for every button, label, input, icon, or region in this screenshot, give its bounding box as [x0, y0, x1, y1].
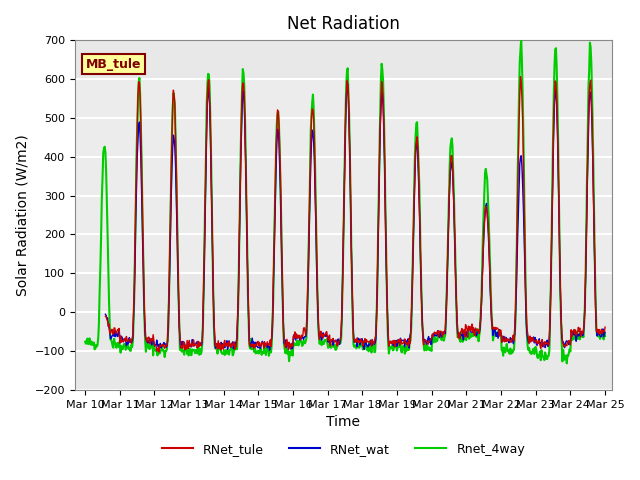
- RNet_wat: [601, 329, 609, 335]
- Text: MB_tule: MB_tule: [86, 58, 141, 71]
- RNet_tule: [408, 292, 416, 298]
- RNet_tule: [601, 324, 609, 330]
- Rnet_4way: [91, 347, 99, 352]
- Rnet_4way: [408, 292, 416, 298]
- Y-axis label: Solar Radiation (W/m2): Solar Radiation (W/m2): [15, 134, 29, 296]
- Rnet_4way: [81, 339, 89, 345]
- Rnet_4way: [424, 343, 431, 348]
- Rnet_4way: [601, 333, 609, 339]
- Line: RNet_tule: RNet_tule: [106, 77, 605, 352]
- Rnet_4way: [517, 36, 525, 41]
- RNet_wat: [225, 341, 232, 347]
- Line: Rnet_4way: Rnet_4way: [85, 38, 605, 363]
- RNet_wat: [144, 340, 152, 346]
- Rnet_4way: [225, 348, 232, 354]
- Rnet_4way: [563, 360, 571, 366]
- X-axis label: Time: Time: [326, 415, 360, 429]
- RNet_wat: [424, 340, 431, 346]
- Bar: [75, 79, 612, 273]
- RNet_tule: [144, 335, 152, 341]
- Legend: RNet_tule, RNet_wat, Rnet_4way: RNet_tule, RNet_wat, Rnet_4way: [157, 438, 530, 461]
- RNet_tule: [197, 342, 205, 348]
- Line: RNet_wat: RNet_wat: [106, 84, 605, 350]
- Rnet_4way: [144, 341, 152, 347]
- Rnet_4way: [197, 351, 205, 357]
- Title: Net Radiation: Net Radiation: [287, 15, 400, 33]
- RNet_tule: [424, 339, 431, 345]
- RNet_tule: [225, 344, 232, 349]
- RNet_wat: [408, 295, 416, 300]
- RNet_wat: [197, 342, 205, 348]
